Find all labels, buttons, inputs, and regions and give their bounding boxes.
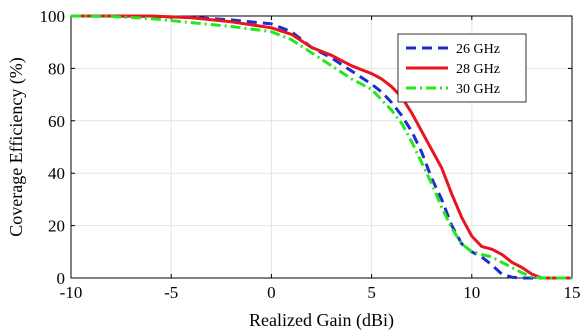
x-tick-label: 10 [463, 283, 480, 302]
y-tick-label: 20 [48, 217, 65, 236]
y-tick-label: 0 [57, 269, 66, 288]
legend-label-0: 26 GHz [456, 42, 500, 57]
series-line-2 [70, 14, 572, 280]
x-tick-label: 15 [564, 283, 581, 302]
y-tick-label: 60 [48, 112, 65, 131]
series-layer [70, 14, 572, 280]
y-axis-label: Coverage Efficiency (%) [6, 57, 27, 237]
x-tick-label: 5 [367, 283, 376, 302]
series-line-0 [71, 14, 572, 280]
legend: 26 GHz 28 GHz 30 GHz [397, 33, 527, 103]
series-line-1 [71, 14, 572, 280]
legend-label-1: 28 GHz [456, 62, 500, 77]
y-tick-label: 100 [40, 7, 66, 26]
legend-label-2: 30 GHz [456, 82, 500, 97]
x-axis-label: Realized Gain (dBi) [249, 310, 394, 331]
y-tick-label: 40 [48, 164, 65, 183]
x-tick-label: -10 [60, 283, 83, 302]
y-tick-label: 80 [48, 59, 65, 78]
x-tick-label: 0 [267, 283, 276, 302]
x-tick-label: -5 [164, 283, 178, 302]
axis-ticks: -10 -5 0 5 10 15 0 20 40 60 80 100 [40, 7, 581, 302]
plot-frame [70, 15, 573, 279]
